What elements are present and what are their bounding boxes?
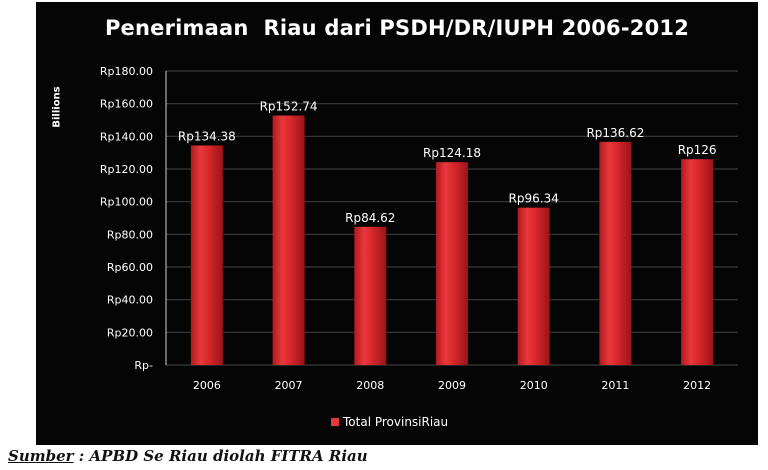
y-tick-label: Rp180.00 xyxy=(100,65,153,78)
data-label: Rp126 xyxy=(678,143,717,157)
x-tick-label: 2010 xyxy=(520,379,548,392)
y-axis-unit: Billions xyxy=(51,86,63,128)
data-label: Rp96.34 xyxy=(509,192,559,206)
legend-label: Total ProvinsiRiau xyxy=(343,415,449,429)
bar xyxy=(190,145,223,365)
x-tick-label: 2011 xyxy=(601,379,629,392)
y-tick-label: Rp140.00 xyxy=(100,130,153,143)
bar xyxy=(599,141,632,365)
y-tick-label: Rp40.00 xyxy=(107,294,153,307)
data-label: Rp136.62 xyxy=(586,126,644,140)
chart-title: Penerimaan Riau dari PSDH/DR/IUPH 2006-2… xyxy=(104,16,690,40)
source-text: : APBD Se Riau diolah FITRA Riau xyxy=(73,447,368,465)
y-tick-label: Rp100.00 xyxy=(100,196,153,209)
chart-area: Rp- Rp20.00 Rp40.00 Rp60.00 Rp80.00 Rp100.00 R… xyxy=(36,2,758,445)
data-label: Rp152.74 xyxy=(260,100,318,114)
y-tick-label: Rp- xyxy=(134,359,153,372)
y-tick-label: Rp160.00 xyxy=(100,98,153,111)
x-tick-label: 2009 xyxy=(438,379,466,392)
bar xyxy=(272,115,305,366)
legend-swatch xyxy=(331,418,339,426)
bar xyxy=(354,226,387,365)
y-tick-label: Rp20.00 xyxy=(107,326,153,339)
x-tick-label: 2008 xyxy=(356,379,384,392)
y-tick-label: Rp80.00 xyxy=(107,228,153,241)
legend: Total ProvinsiRiau xyxy=(331,415,448,429)
source-note: Sumber : APBD Se Riau diolah FITRA Riau xyxy=(8,447,368,465)
data-label: Rp84.62 xyxy=(345,211,395,225)
data-label: Rp124.18 xyxy=(423,146,481,160)
bar xyxy=(436,162,468,365)
y-tick-label: Rp60.00 xyxy=(107,261,153,274)
y-tick-label: Rp120.00 xyxy=(100,163,153,176)
x-tick-label: 2006 xyxy=(193,379,221,392)
source-label: Sumber xyxy=(8,447,74,465)
x-tick-label: 2012 xyxy=(683,379,711,392)
data-label: Rp134.38 xyxy=(178,130,236,144)
bar-chart: Rp- Rp20.00 Rp40.00 Rp60.00 Rp80.00 Rp100.00 R… xyxy=(100,65,738,392)
bar xyxy=(681,159,714,365)
bar xyxy=(517,207,550,365)
x-tick-label: 2007 xyxy=(275,379,303,392)
